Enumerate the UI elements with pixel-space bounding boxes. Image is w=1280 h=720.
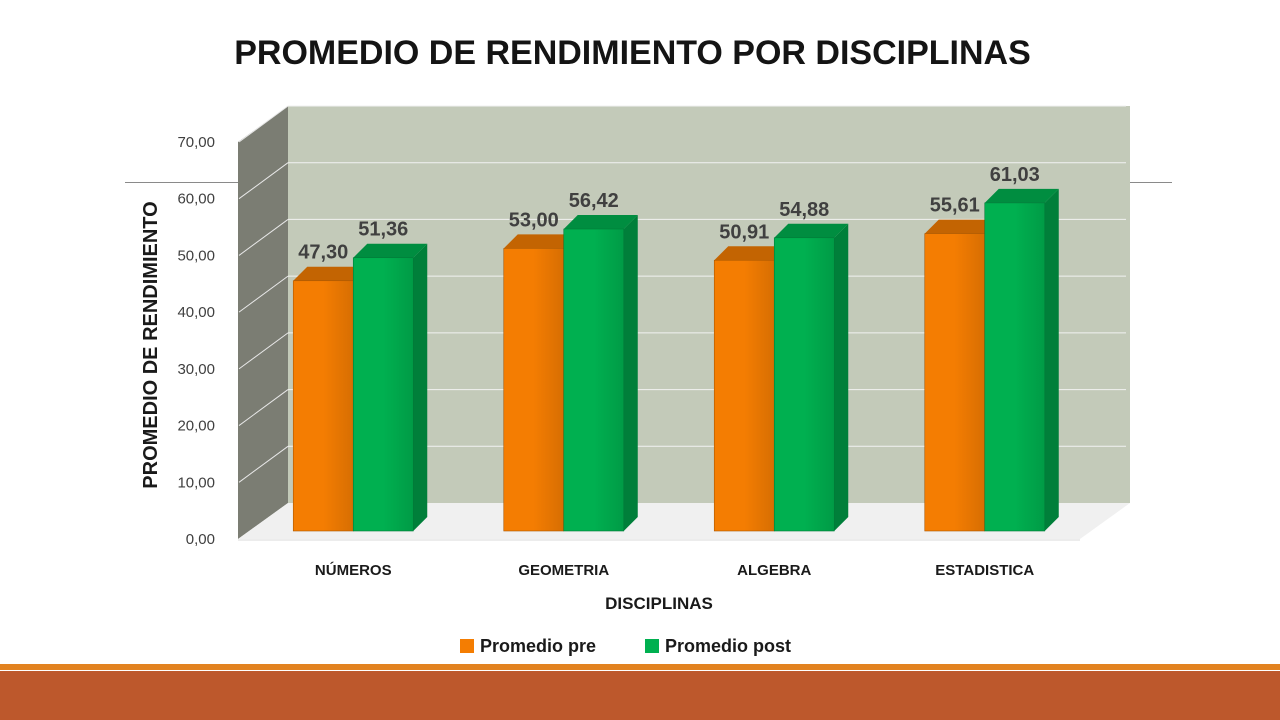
y-tick-label: 60,00	[177, 191, 215, 208]
legend-swatch-pre	[460, 639, 474, 653]
floor	[238, 503, 1130, 539]
data-label: 51,36	[358, 219, 408, 241]
y-tick-label: 10,00	[177, 474, 215, 491]
data-label: 56,42	[569, 190, 619, 212]
bar-pre	[292, 280, 354, 532]
bar-post	[773, 237, 835, 532]
x-tick-label: ESTADISTICA	[935, 562, 1034, 579]
gridline-side	[238, 105, 289, 143]
footer-accent-line	[0, 664, 1280, 670]
bar-side-post	[1044, 188, 1059, 531]
bar-post	[563, 228, 625, 532]
data-label: 54,88	[779, 199, 829, 221]
bar-post	[352, 257, 414, 532]
legend-label-post: Promedio post	[665, 636, 791, 656]
bar-side-post	[413, 243, 428, 531]
bar-top-post	[563, 215, 638, 230]
legend-label-pre: Promedio pre	[480, 636, 596, 656]
side-wall	[238, 106, 288, 539]
y-tick-label: 70,00	[177, 134, 215, 151]
bar-pre	[503, 248, 565, 532]
y-tick-label: 0,00	[186, 531, 215, 548]
bar-side-post	[623, 215, 638, 531]
x-tick-label: GEOMETRIA	[518, 562, 609, 579]
chart-title: PROMEDIO DE RENDIMIENTO POR DISCIPLINAS	[234, 34, 1031, 72]
bar-pre	[713, 259, 775, 532]
gridline-side	[238, 445, 289, 483]
data-label: 61,03	[990, 164, 1040, 186]
bar-side-post	[834, 223, 849, 531]
gridline-side	[238, 332, 289, 370]
bar-top-post	[984, 188, 1059, 203]
y-tick-label: 20,00	[177, 418, 215, 435]
x-axis-title: DISCIPLINAS	[605, 594, 713, 613]
data-label: 47,30	[298, 242, 348, 264]
bar-post	[984, 202, 1046, 532]
data-label: 50,91	[719, 221, 769, 243]
gridline-side	[238, 219, 289, 256]
bar-top-post	[353, 243, 428, 258]
bar-top-pre	[293, 266, 368, 281]
footer-band	[0, 671, 1280, 720]
gridline-side	[238, 162, 289, 200]
data-label: 53,00	[509, 209, 559, 231]
y-tick-label: 50,00	[177, 247, 215, 264]
bar-top-pre	[503, 234, 578, 249]
bar-top-pre	[924, 219, 999, 234]
y-axis-title: PROMEDIO DE RENDIMIENTO	[140, 201, 162, 488]
x-tick-label: ALGEBRA	[737, 562, 811, 579]
bar-top-pre	[714, 246, 789, 261]
y-tick-label: 40,00	[177, 304, 215, 321]
gridline-side	[238, 389, 289, 426]
legend-swatch-post	[645, 639, 659, 653]
bar-top-post	[774, 223, 849, 238]
y-tick-label: 30,00	[177, 361, 215, 378]
data-label: 55,61	[930, 195, 980, 217]
gridline-side	[238, 275, 289, 313]
x-tick-label: NÚMEROS	[315, 561, 392, 579]
bar-pre	[924, 233, 986, 532]
